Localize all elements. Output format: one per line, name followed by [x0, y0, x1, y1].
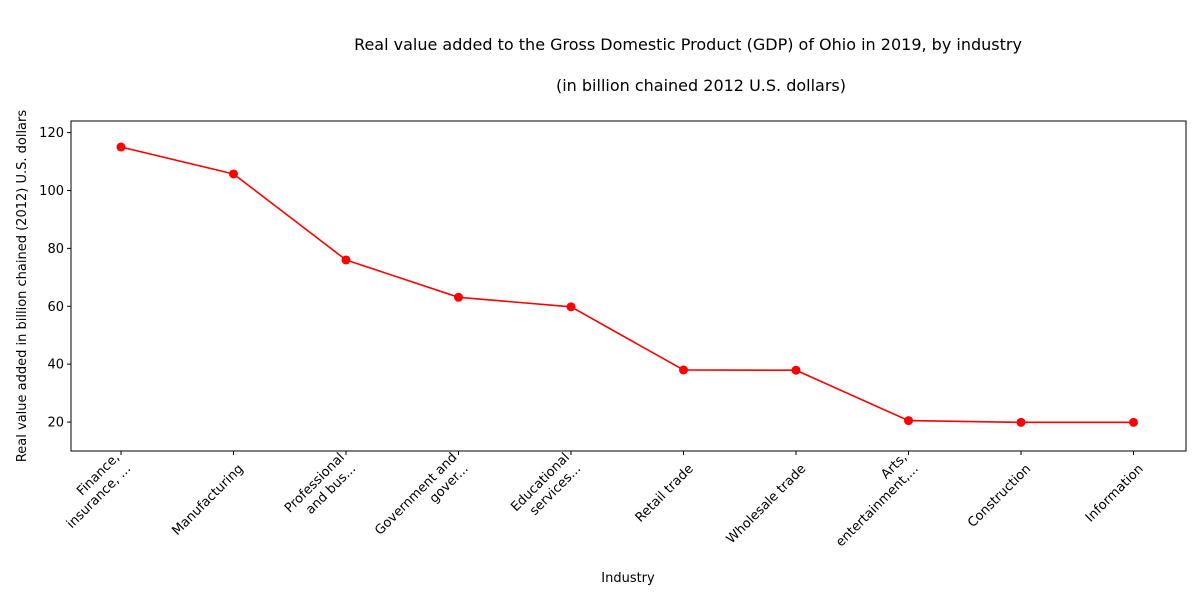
data-point [116, 142, 126, 152]
x-tick-label-line: Retail trade [633, 462, 697, 526]
x-tick-label-line: Manufacturing [170, 462, 247, 539]
y-tick-label: 20 [47, 416, 64, 431]
x-tick-label-line: Construction [965, 462, 1034, 531]
plot-area [70, 120, 1187, 452]
chart-subtitle: (in billion chained 2012 U.S. dollars) [556, 76, 846, 95]
y-tick-label: 100 [39, 184, 64, 199]
y-tick-label: 80 [47, 242, 64, 257]
y-tick-label: 60 [47, 300, 64, 315]
x-tick-label-line: Information [1083, 462, 1147, 526]
data-point [1129, 417, 1138, 427]
data-point [904, 416, 913, 426]
x-tick-label-line: entertainment,... [833, 462, 921, 550]
data-point [229, 169, 238, 179]
data-point [341, 255, 351, 265]
y-axis: 20 40 60 80 100 120 [39, 126, 71, 431]
x-axis-label: Industry [601, 571, 655, 586]
data-point [454, 292, 463, 302]
x-tick-label: Arts,entertainment,... [822, 450, 922, 550]
x-tick-label: Retail trade [633, 462, 697, 526]
chart-title: Real value added to the Gross Domestic P… [354, 35, 1022, 54]
x-tick-label: Government andgover... [372, 450, 471, 549]
x-tick-label: Construction [965, 462, 1034, 531]
y-tick-label: 40 [47, 358, 64, 373]
x-tick-label-line: Wholesale trade [724, 462, 809, 547]
x-axis: Finance,insurance, ... Manufacturing Profe… [53, 450, 1147, 550]
y-axis-label: Real value added in billion chained (201… [15, 110, 30, 463]
y-tick-label: 120 [39, 126, 64, 141]
x-tick-label: Professionaland bus... [282, 450, 359, 527]
data-point [1016, 417, 1026, 427]
x-tick-label: Finance,insurance, ... [53, 450, 134, 531]
x-tick-label: Educationalservices... [508, 450, 584, 526]
data-markers [116, 142, 1138, 427]
x-tick-label: Manufacturing [170, 462, 247, 539]
data-point [566, 302, 576, 312]
x-tick-label: Wholesale trade [724, 462, 809, 547]
x-tick-label: Information [1083, 462, 1147, 526]
data-point [791, 365, 801, 375]
data-point [679, 365, 688, 375]
series-line [120, 146, 1134, 424]
